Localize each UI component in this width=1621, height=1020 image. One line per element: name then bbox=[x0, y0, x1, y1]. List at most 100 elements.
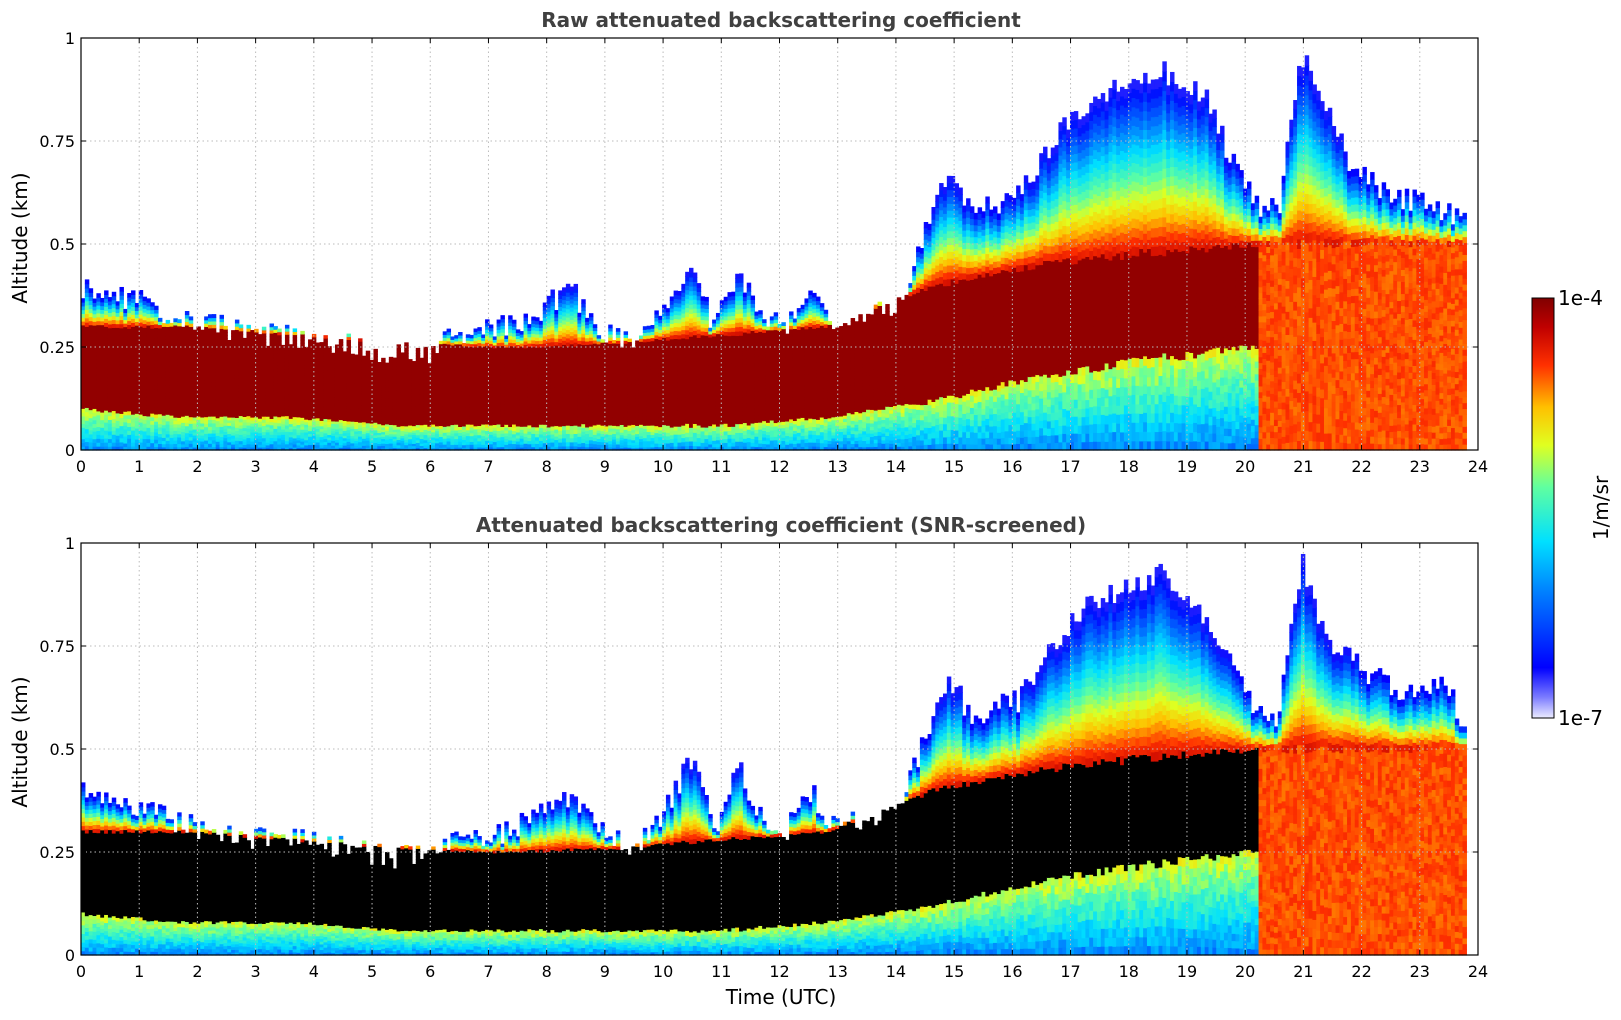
heatmap-cell bbox=[81, 355, 85, 359]
heatmap-cell bbox=[154, 425, 158, 429]
heatmap-cell bbox=[96, 313, 100, 318]
heatmap-cell bbox=[150, 409, 154, 413]
heatmap-cell bbox=[93, 393, 97, 397]
heatmap-cell bbox=[96, 438, 100, 443]
heatmap-cell bbox=[131, 306, 135, 311]
heatmap-cell bbox=[116, 368, 120, 372]
heatmap-cell bbox=[146, 344, 150, 348]
heatmap-cell bbox=[96, 348, 100, 353]
heatmap-cell bbox=[85, 416, 89, 421]
heatmap-cell bbox=[143, 354, 147, 358]
heatmap-cell bbox=[108, 312, 112, 316]
heatmap-cell bbox=[135, 354, 139, 358]
heatmap-cell bbox=[143, 369, 147, 373]
heatmap-cell bbox=[112, 316, 116, 321]
heatmap-cell bbox=[154, 331, 158, 335]
heatmap-cell bbox=[116, 420, 120, 424]
heatmap-cell bbox=[108, 423, 112, 427]
heatmap-cell bbox=[131, 322, 135, 327]
heatmap-cell bbox=[108, 389, 112, 393]
heatmap-cell bbox=[93, 363, 97, 367]
heatmap-cell bbox=[85, 284, 89, 289]
heatmap-cell bbox=[104, 430, 108, 435]
heatmap-cell bbox=[100, 355, 104, 359]
heatmap-cell bbox=[100, 389, 104, 393]
heatmap-cell bbox=[146, 435, 150, 439]
heatmap-cell bbox=[93, 416, 97, 420]
heatmap-cell bbox=[146, 370, 150, 374]
heatmap-cell bbox=[112, 359, 116, 364]
heatmap-cell bbox=[81, 408, 85, 412]
heatmap-cell bbox=[127, 336, 131, 341]
heatmap-cell bbox=[135, 417, 139, 421]
heatmap-cell bbox=[116, 409, 120, 413]
heatmap-cell bbox=[146, 442, 150, 446]
heatmap-cell bbox=[127, 403, 131, 408]
heatmap-cell bbox=[127, 395, 131, 400]
heatmap-cell bbox=[150, 317, 154, 321]
heatmap-cell bbox=[127, 297, 131, 302]
heatmap-cell bbox=[85, 360, 89, 365]
heatmap-cell bbox=[123, 365, 127, 369]
heatmap-cell bbox=[119, 311, 123, 316]
heatmap-cell bbox=[96, 297, 100, 302]
heatmap-cell bbox=[85, 377, 89, 382]
heatmap-cell bbox=[150, 380, 154, 384]
heatmap-cell bbox=[119, 405, 123, 410]
heatmap-cell bbox=[112, 331, 116, 336]
heatmap-cell bbox=[119, 373, 123, 378]
heatmap-cell bbox=[93, 317, 97, 321]
heatmap-cell bbox=[112, 430, 116, 435]
heatmap-cell bbox=[85, 390, 89, 395]
heatmap-cell bbox=[146, 397, 150, 401]
heatmap-cell bbox=[93, 397, 97, 401]
heatmap-cell bbox=[131, 410, 135, 415]
heatmap-cell bbox=[116, 338, 120, 342]
heatmap-cell bbox=[146, 336, 150, 340]
heatmap-cell bbox=[104, 362, 108, 367]
heatmap-cell bbox=[100, 359, 104, 363]
heatmap-cell bbox=[100, 427, 104, 431]
heatmap-cell bbox=[127, 301, 131, 306]
heatmap-cell bbox=[93, 401, 97, 405]
heatmap-cell bbox=[93, 367, 97, 371]
heatmap-cell bbox=[154, 356, 158, 360]
heatmap-cell bbox=[104, 390, 108, 395]
heatmap-cell bbox=[154, 385, 158, 389]
heatmap-cell bbox=[150, 372, 154, 376]
heatmap-cell bbox=[119, 368, 123, 373]
heatmap-cell bbox=[166, 320, 170, 324]
heatmap-cell bbox=[81, 397, 85, 401]
heatmap-cell bbox=[89, 414, 93, 419]
heatmap-cell bbox=[116, 435, 120, 439]
heatmap-cell bbox=[93, 336, 97, 340]
heatmap-cell bbox=[116, 324, 120, 328]
heatmap-cell bbox=[154, 313, 158, 317]
heatmap-cell bbox=[89, 385, 93, 390]
heatmap-cell bbox=[116, 361, 120, 365]
heatmap-cell bbox=[143, 385, 147, 389]
heatmap-cell bbox=[85, 395, 89, 400]
heatmap-cell bbox=[89, 308, 93, 313]
heatmap-cell bbox=[108, 301, 112, 305]
heatmap-cell bbox=[93, 314, 97, 318]
heatmap-cell bbox=[104, 298, 108, 303]
heatmap-cell bbox=[81, 431, 85, 435]
heatmap-cell bbox=[100, 309, 104, 313]
heatmap-cell bbox=[100, 416, 104, 420]
heatmap-cell bbox=[81, 382, 85, 386]
heatmap-cell bbox=[127, 419, 131, 424]
heatmap-cell bbox=[85, 424, 89, 429]
heatmap-cell bbox=[143, 373, 147, 377]
heatmap-cell bbox=[100, 298, 104, 302]
heatmap-cell bbox=[154, 374, 158, 378]
heatmap-cell bbox=[112, 403, 116, 408]
heatmap-column bbox=[100, 298, 104, 451]
heatmap-cell bbox=[116, 417, 120, 421]
heatmap-cell bbox=[143, 404, 147, 408]
heatmap-cell bbox=[150, 417, 154, 421]
heatmap-cell bbox=[116, 398, 120, 402]
heatmap-cell bbox=[116, 387, 120, 391]
heatmap-cell bbox=[108, 416, 112, 420]
heatmap-cell bbox=[143, 412, 147, 416]
